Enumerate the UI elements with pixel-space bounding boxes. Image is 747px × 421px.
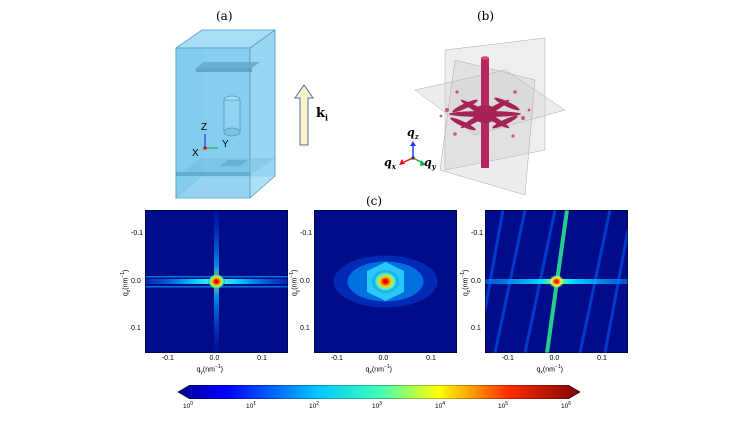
panel-b-label: (b) (477, 9, 495, 23)
x-axis-label: qx(nm−1) (536, 364, 564, 376)
y-tick-label: 0.0 (471, 277, 481, 285)
crystal-box-illustration (174, 29, 277, 199)
x-tick-label: 0.0 (209, 355, 220, 362)
x-axis-label: qx(nm−1) (365, 364, 393, 376)
beam-label: ki (316, 106, 329, 123)
x-axis-label: qy(nm−1) (196, 364, 224, 376)
colorbar-tick-label: 102 (309, 401, 320, 411)
y-axis-label: qz(nm−1) (460, 269, 472, 296)
y-tick-label: 0.0 (300, 277, 310, 285)
x-tick-label: 0.1 (257, 355, 267, 362)
x-tick-label: -0.1 (161, 355, 174, 362)
colorbar-tick-label: 101 (246, 401, 257, 411)
x-tick-label: -0.1 (330, 355, 343, 362)
q-axes-triad-icon (399, 141, 426, 166)
scattering-map-2 (314, 210, 457, 353)
reciprocal-space-3d-illustration (414, 37, 566, 196)
colorbar-tick-label: 103 (372, 401, 383, 411)
scattering-map-3 (485, 210, 628, 353)
axis-qz-label: qz (407, 126, 419, 142)
panel-a-label: (a) (216, 9, 233, 23)
colorbar-tick-label: 105 (498, 401, 509, 411)
y-tick-label: -0.1 (471, 229, 484, 237)
y-tick-label: 0.1 (131, 325, 141, 333)
y-tick-label: 0.1 (471, 325, 481, 333)
axis-qy-label: qy (424, 156, 436, 172)
beam-arrow-icon (294, 84, 314, 146)
y-axis-label: qy(nm−1) (289, 269, 301, 296)
colorbar (178, 385, 580, 399)
scattering-map-1 (145, 210, 288, 353)
y-tick-label: 0.0 (131, 277, 141, 285)
y-tick-label: -0.1 (300, 229, 313, 237)
axis-y-label: Y (222, 139, 229, 150)
x-tick-label: 0.0 (549, 355, 560, 362)
axis-z-label: Z (201, 122, 208, 133)
x-tick-label: -0.1 (501, 355, 514, 362)
panel-c-label: (c) (366, 194, 383, 208)
axis-qx-label: qx (384, 156, 396, 172)
x-tick-label: 0.1 (597, 355, 607, 362)
y-axis-label: qz(nm−1) (120, 269, 132, 296)
colorbar-tick-label: 100 (183, 401, 194, 411)
y-tick-label: -0.1 (131, 229, 144, 237)
colorbar-tick-label: 104 (435, 401, 446, 411)
x-tick-label: 0.0 (378, 355, 389, 362)
y-tick-label: 0.1 (300, 325, 310, 333)
x-tick-label: 0.1 (426, 355, 436, 362)
axis-x-label: X (192, 148, 199, 159)
colorbar-tick-label: 106 (561, 401, 572, 411)
